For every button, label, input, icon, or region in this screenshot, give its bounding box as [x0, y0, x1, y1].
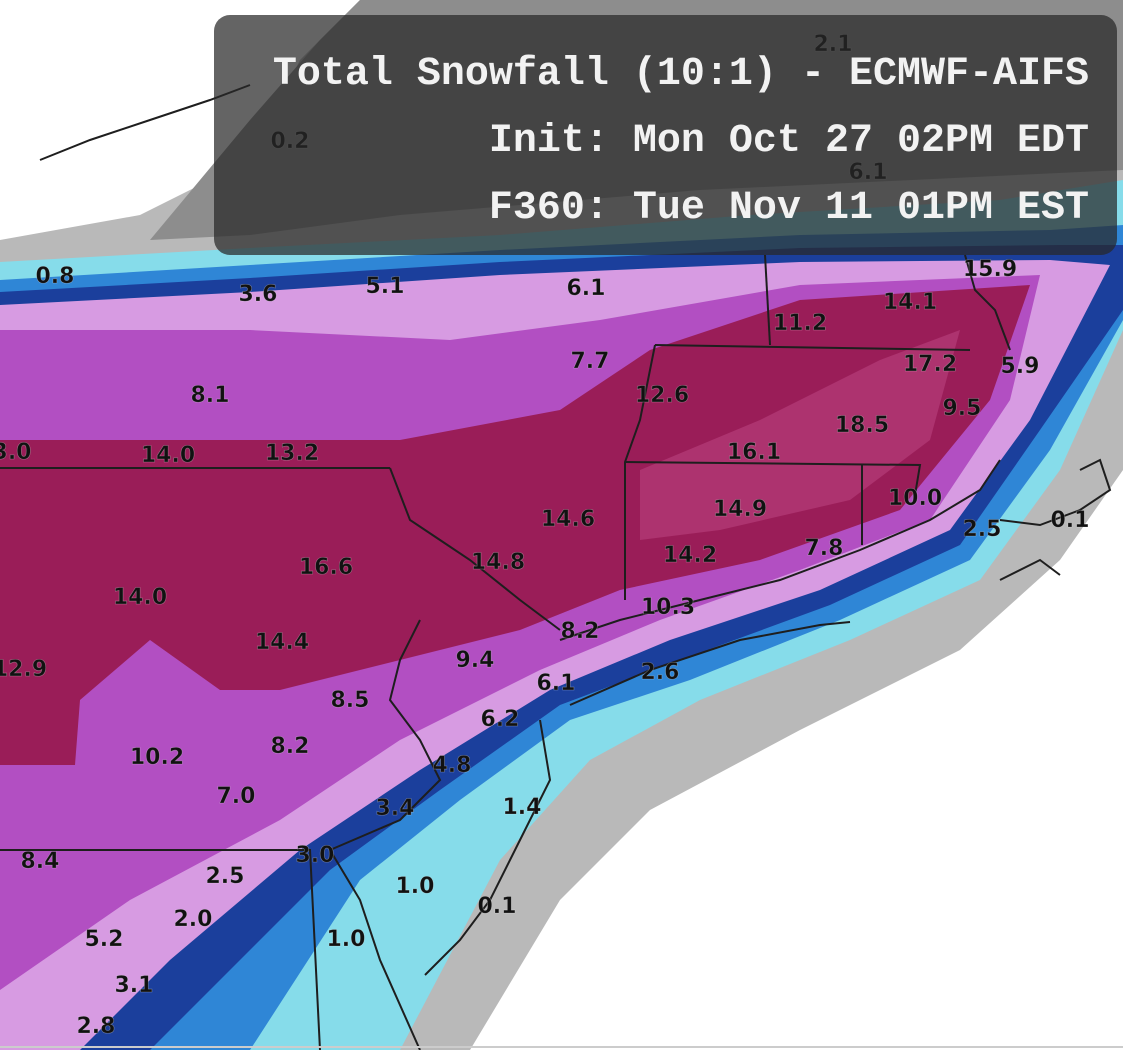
state-border — [764, 254, 771, 346]
snowfall-label: 1.0 — [396, 874, 435, 899]
snowfall-label: 14.9 — [713, 497, 767, 522]
state-border — [654, 344, 971, 351]
snowfall-label: 3.0 — [296, 843, 335, 868]
snowfall-label: 8.2 — [271, 734, 310, 759]
state-border — [624, 344, 656, 600]
snowfall-label: 10.3 — [641, 595, 695, 620]
snowfall-label: 0.8 — [36, 264, 75, 289]
snowfall-label: 12.6 — [635, 383, 689, 408]
snowfall-label: 6.1 — [537, 671, 576, 696]
snowfall-label: 6.1 — [567, 276, 606, 301]
snowfall-label: 16.1 — [727, 440, 781, 465]
state-border — [389, 467, 561, 631]
snowfall-label: 8.4 — [21, 849, 60, 874]
coastline — [559, 459, 1001, 641]
snowfall-label: 6.2 — [481, 707, 520, 732]
snowfall-label: 2.5 — [963, 517, 1002, 542]
band-core-light — [640, 330, 960, 540]
coastline — [569, 621, 851, 706]
snowfall-label: 14.0 — [141, 443, 195, 468]
coastline — [999, 558, 1061, 581]
snowfall-label: 1.4 — [503, 795, 542, 820]
snowfall-label: 2.6 — [641, 660, 680, 685]
snowfall-label: 8.1 — [191, 383, 230, 408]
state-border — [329, 619, 442, 851]
snowfall-label: 0.1 — [478, 894, 517, 919]
snowfall-label: 3.1 — [115, 973, 154, 998]
snowfall-label: 14.8 — [471, 550, 525, 575]
snowfall-label: 14.4 — [255, 630, 309, 655]
state-border — [0, 849, 321, 1050]
panel-init: Init: Mon Oct 27 02PM EDT — [488, 119, 1089, 164]
snowfall-label: 14.6 — [541, 507, 595, 532]
snowfall-label: 4.8 — [433, 753, 472, 778]
snowfall-label: 14.2 — [663, 543, 717, 568]
snowfall-label: 15.9 — [963, 257, 1017, 282]
snowfall-label: 9.5 — [943, 396, 982, 421]
snowfall-label: 3.4 — [376, 796, 415, 821]
snowfall-label: 2.5 — [206, 864, 245, 889]
panel-forecast: F360: Tue Nov 11 01PM EST — [488, 186, 1089, 231]
snowfall-label: 5.9 — [1001, 354, 1040, 379]
snowfall-label: 13.2 — [265, 441, 319, 466]
snowfall-label: 5.2 — [85, 927, 124, 952]
snowfall-label: 18.5 — [835, 413, 889, 438]
info-panel: Total Snowfall (10:1) - ECMWF-AIFS Init:… — [214, 15, 1117, 255]
coastline — [329, 849, 421, 1050]
panel-title: Total Snowfall (10:1) - ECMWF-AIFS — [272, 52, 1089, 97]
snowfall-label: 8.2 — [561, 619, 600, 644]
snowfall-label: 14.1 — [883, 290, 937, 315]
state-border — [964, 254, 1011, 351]
coastline — [424, 719, 552, 976]
snowfall-label: 11.2 — [773, 311, 827, 336]
snowfall-label: 1.0 — [327, 927, 366, 952]
snowfall-label: 7.7 — [571, 349, 610, 374]
snowfall-label: 7.8 — [805, 536, 844, 561]
snowfall-label: 9.4 — [456, 648, 495, 673]
snowfall-label: 3.0 — [0, 440, 31, 465]
snowfall-label: 10.0 — [888, 486, 942, 511]
borders — [0, 84, 1112, 1050]
coastline — [999, 458, 1112, 527]
snowfall-label: 0.1 — [1051, 508, 1090, 533]
state-border — [624, 461, 922, 496]
snowfall-label: 5.1 — [366, 274, 405, 299]
band-core — [0, 285, 1030, 765]
snowfall-label: 17.2 — [903, 352, 957, 377]
snowfall-label: 7.0 — [217, 784, 256, 809]
snowfall-label: 3.6 — [239, 282, 278, 307]
snowfall-label: 8.5 — [331, 688, 370, 713]
snowfall-label: 14.0 — [113, 585, 167, 610]
snowfall-label: 2.8 — [77, 1014, 116, 1039]
snowfall-label: 10.2 — [130, 745, 184, 770]
snowfall-label: 16.6 — [299, 555, 353, 580]
snowfall-label: 12.9 — [0, 657, 47, 682]
snowfall-label: 2.0 — [174, 907, 213, 932]
